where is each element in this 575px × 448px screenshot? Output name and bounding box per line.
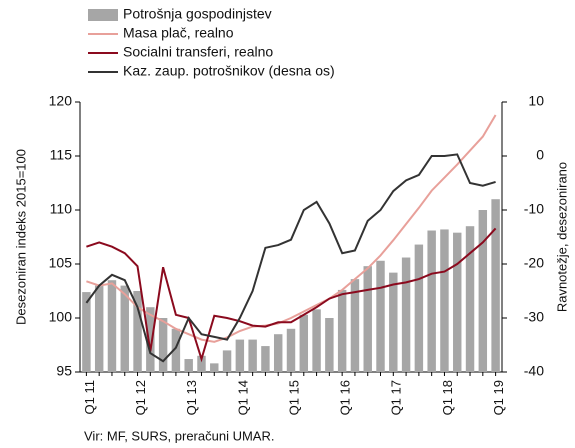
- bar: [465, 226, 475, 372]
- bar: [235, 339, 245, 372]
- y2-tick-label: 10: [528, 93, 544, 109]
- y-tick-label: 95: [56, 363, 72, 379]
- bar: [491, 199, 500, 372]
- bar: [337, 289, 347, 372]
- bar: [133, 291, 142, 372]
- x-tick-label: Q1 11: [82, 380, 97, 414]
- y-tick-label: 115: [50, 147, 73, 163]
- bar: [350, 279, 360, 372]
- bar: [376, 260, 385, 372]
- bar: [248, 339, 257, 372]
- x-tick-label: Q1 12: [133, 380, 148, 415]
- line-series: [85, 153, 496, 363]
- bar: [222, 350, 232, 372]
- bar: [286, 328, 296, 372]
- x-tick-label: Q1 14: [235, 380, 250, 415]
- line-series: [86, 227, 497, 363]
- x-tick-label: Q1 19: [491, 380, 506, 415]
- bar: [261, 346, 270, 372]
- x-tick-label: Q1 16: [338, 380, 353, 415]
- y2-tick-label: -10: [524, 201, 544, 217]
- y-tick-label: 105: [49, 255, 73, 271]
- bar: [197, 355, 206, 372]
- y-tick-label: 110: [50, 201, 73, 217]
- bar: [107, 280, 117, 372]
- legend-label: Masa plač, realno: [123, 25, 234, 41]
- bar: [414, 244, 424, 372]
- x-tick-label: Q1 18: [440, 380, 455, 415]
- bar: [453, 232, 462, 372]
- y2-tick-label: -40: [524, 363, 544, 379]
- x-tick-label: Q1 13: [184, 380, 199, 415]
- x-tick-label: Q1 17: [389, 380, 404, 415]
- bar: [82, 292, 91, 372]
- y2-tick-label: -20: [524, 255, 544, 271]
- source-note: Vir: MF, SURS, preračuni UMAR.: [84, 428, 274, 443]
- bar: [299, 314, 309, 372]
- legend-swatch: [88, 9, 118, 21]
- y-tick-label: 120: [49, 93, 73, 109]
- legend-label: Socialni transferi, realno: [123, 44, 273, 60]
- bar: [363, 266, 372, 372]
- y2-axis-label: Ravnotežje, desezonirano: [554, 162, 569, 312]
- bar: [427, 230, 436, 372]
- bar: [401, 257, 411, 372]
- bar: [184, 359, 193, 372]
- legend-label: Potrošnja gospodinjstev: [123, 6, 272, 22]
- y-tick-label: 100: [49, 309, 73, 325]
- bar: [325, 318, 334, 372]
- y-axis-label: Desezoniran indeks 2015=100: [13, 149, 28, 325]
- y2-tick-label: -30: [524, 309, 544, 325]
- legend-label: Kaz. zaup. potrošnikov (desna os): [123, 63, 335, 79]
- bar: [158, 318, 168, 372]
- bar: [440, 229, 449, 372]
- bar: [478, 210, 488, 372]
- bar: [389, 272, 398, 372]
- bar: [146, 307, 155, 372]
- bar: [273, 334, 283, 372]
- bar: [210, 363, 219, 372]
- bar: [120, 285, 129, 372]
- x-tick-label: Q1 15: [286, 380, 301, 415]
- bar: [94, 285, 104, 372]
- bar: [312, 309, 321, 372]
- y2-tick-label: 0: [536, 147, 544, 163]
- bar: [171, 328, 181, 372]
